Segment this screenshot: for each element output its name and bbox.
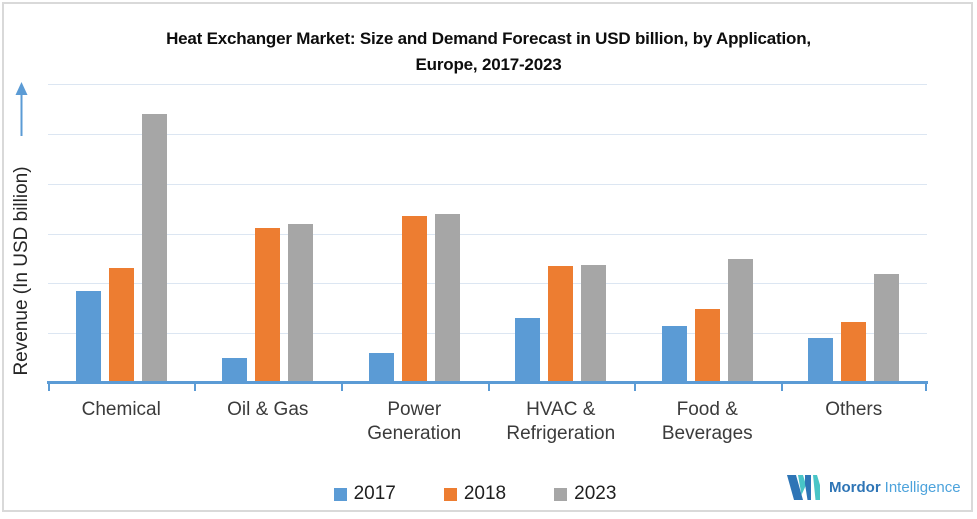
bar-2023-oil-gas [288,223,314,383]
category-label-chemical: Chemical [48,398,195,446]
x-axis-tick [487,384,490,391]
category-group-chemical [48,84,195,383]
gridline [48,134,927,135]
bar-2017-power-generation [368,353,394,383]
bar-2017-chemical [75,290,101,383]
bar-2017-oil-gas [222,358,248,383]
x-axis-line [47,381,928,384]
legend-item-2017: 2017 [333,483,396,505]
legend-swatch-2018 [443,487,457,501]
bar-2017-food-beverages [661,325,687,383]
category-label-text: HVAC & Refrigeration [506,399,616,444]
chart-title: Heat Exchanger Market: Size and Demand F… [0,26,977,78]
legend-swatch-2017 [333,487,347,501]
bar-2018-chemical [108,268,134,383]
category-group-oil-gas [195,84,342,383]
legend-label-2017: 2017 [353,483,396,504]
gridline [48,84,927,85]
y-axis-label: Revenue (In USD billion) [11,166,32,376]
bar-2023-chemical [141,113,167,383]
plot-area [47,84,928,391]
category-label-food-beverages: Food & Beverages [634,398,781,446]
chart-title-line-2: Europe, 2017-2023 [415,55,562,74]
x-axis-tick [925,384,927,391]
bar-2017-hvac-refrigeration [515,318,541,383]
legend-swatch-2023 [554,487,568,501]
category-group-hvac-refrigeration [488,84,635,383]
legend-item-2023: 2023 [554,483,616,505]
bar-groups [48,84,927,383]
bar-2018-others [841,322,867,383]
bar-2023-food-beverages [727,259,753,383]
category-label-hvac-refrigeration: HVAC & Refrigeration [488,398,635,446]
gridline [48,283,927,284]
logo-text-bold: Mordor [829,479,881,496]
category-label-text: Others [825,399,883,420]
x-axis-tick [633,384,636,391]
mordor-logo-icon [787,475,820,500]
gridline [48,333,927,334]
x-axis-tick [780,384,783,391]
bar-2018-power-generation [401,216,427,383]
gridline [48,184,927,185]
chart-title-line-1: Heat Exchanger Market: Size and Demand F… [166,29,811,48]
category-label-text: Food & Beverages [661,399,753,444]
category-group-power-generation [341,84,488,383]
legend-label-2023: 2023 [574,483,617,504]
legend-item-2018: 2018 [443,483,507,505]
x-axis-tick [48,384,50,391]
category-label-oil-gas: Oil & Gas [195,398,342,446]
legend-label-2018: 2018 [463,483,507,504]
bar-2023-others [874,274,900,383]
category-label-text: Power Generation [367,399,462,444]
category-labels: Chemical Oil & Gas Power Generation HVAC & … [48,398,927,446]
logo-text: Mordor Intelligence [829,479,961,496]
x-axis-tick [194,384,197,391]
legend: 2017 2018 2023 [0,480,950,508]
bar-2023-power-generation [434,213,460,383]
bar-2018-food-beverages [694,309,720,383]
category-label-others: Others [781,398,928,446]
category-group-food-beverages [634,84,781,383]
mordor-intelligence-logo: Mordor Intelligence [787,475,961,500]
category-label-text: Chemical [81,399,161,420]
category-label-text: Oil & Gas [227,399,309,420]
bar-2018-oil-gas [255,227,281,383]
bar-2017-others [808,338,834,383]
category-label-power-generation: Power Generation [341,398,488,446]
gridline [48,234,927,235]
x-axis-tick [340,384,343,391]
y-axis-arrow-icon [15,82,28,136]
bar-2023-hvac-refrigeration [581,264,607,383]
logo-text-light: Intelligence [884,479,961,496]
category-group-others [781,84,928,383]
bar-2018-hvac-refrigeration [548,265,574,383]
